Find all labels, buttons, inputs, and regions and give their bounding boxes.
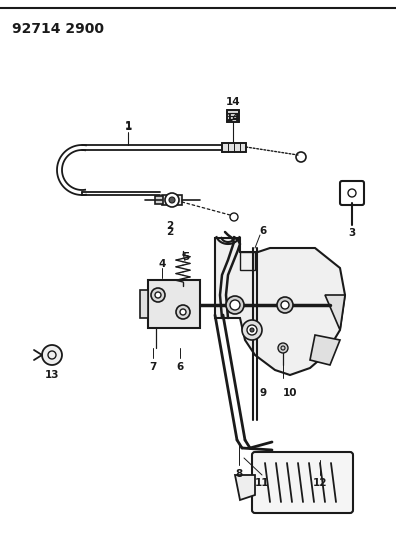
Polygon shape: [215, 238, 345, 375]
Circle shape: [165, 193, 179, 207]
Text: 2: 2: [166, 227, 173, 237]
Circle shape: [250, 328, 254, 332]
Circle shape: [177, 297, 193, 313]
Text: 6: 6: [259, 226, 267, 236]
Polygon shape: [240, 252, 255, 270]
Circle shape: [155, 292, 161, 298]
Circle shape: [226, 296, 244, 314]
Polygon shape: [310, 335, 340, 365]
Polygon shape: [155, 196, 163, 204]
Circle shape: [247, 325, 257, 335]
Text: 1: 1: [124, 121, 131, 131]
Circle shape: [176, 305, 190, 319]
Polygon shape: [227, 110, 239, 122]
Text: 12: 12: [313, 478, 327, 488]
Text: 92714 2900: 92714 2900: [12, 22, 104, 36]
Polygon shape: [235, 475, 255, 500]
Text: 4: 4: [158, 259, 166, 269]
Ellipse shape: [287, 273, 309, 287]
Polygon shape: [140, 290, 148, 318]
FancyBboxPatch shape: [340, 181, 364, 205]
Ellipse shape: [295, 324, 315, 336]
Text: 9: 9: [259, 388, 267, 398]
Polygon shape: [325, 295, 345, 330]
Text: 8: 8: [235, 469, 243, 479]
Circle shape: [42, 345, 62, 365]
Text: 5: 5: [183, 252, 190, 262]
Text: 7: 7: [149, 362, 157, 372]
Text: 14: 14: [226, 113, 240, 123]
Circle shape: [151, 288, 165, 302]
Text: 6: 6: [176, 362, 184, 372]
Polygon shape: [148, 280, 200, 328]
Circle shape: [180, 309, 186, 315]
Text: 13: 13: [45, 370, 59, 380]
Circle shape: [242, 320, 262, 340]
Text: 10: 10: [283, 388, 297, 398]
Text: 11: 11: [255, 478, 269, 488]
Circle shape: [277, 297, 293, 313]
Polygon shape: [222, 143, 246, 152]
Circle shape: [230, 300, 240, 310]
Text: 2: 2: [166, 221, 173, 231]
Circle shape: [181, 301, 189, 309]
Circle shape: [169, 197, 175, 203]
FancyBboxPatch shape: [252, 452, 353, 513]
Circle shape: [281, 301, 289, 309]
Polygon shape: [162, 195, 182, 205]
Text: 3: 3: [348, 228, 356, 238]
Text: 14: 14: [226, 97, 240, 107]
Circle shape: [278, 343, 288, 353]
Text: 1: 1: [124, 122, 131, 132]
